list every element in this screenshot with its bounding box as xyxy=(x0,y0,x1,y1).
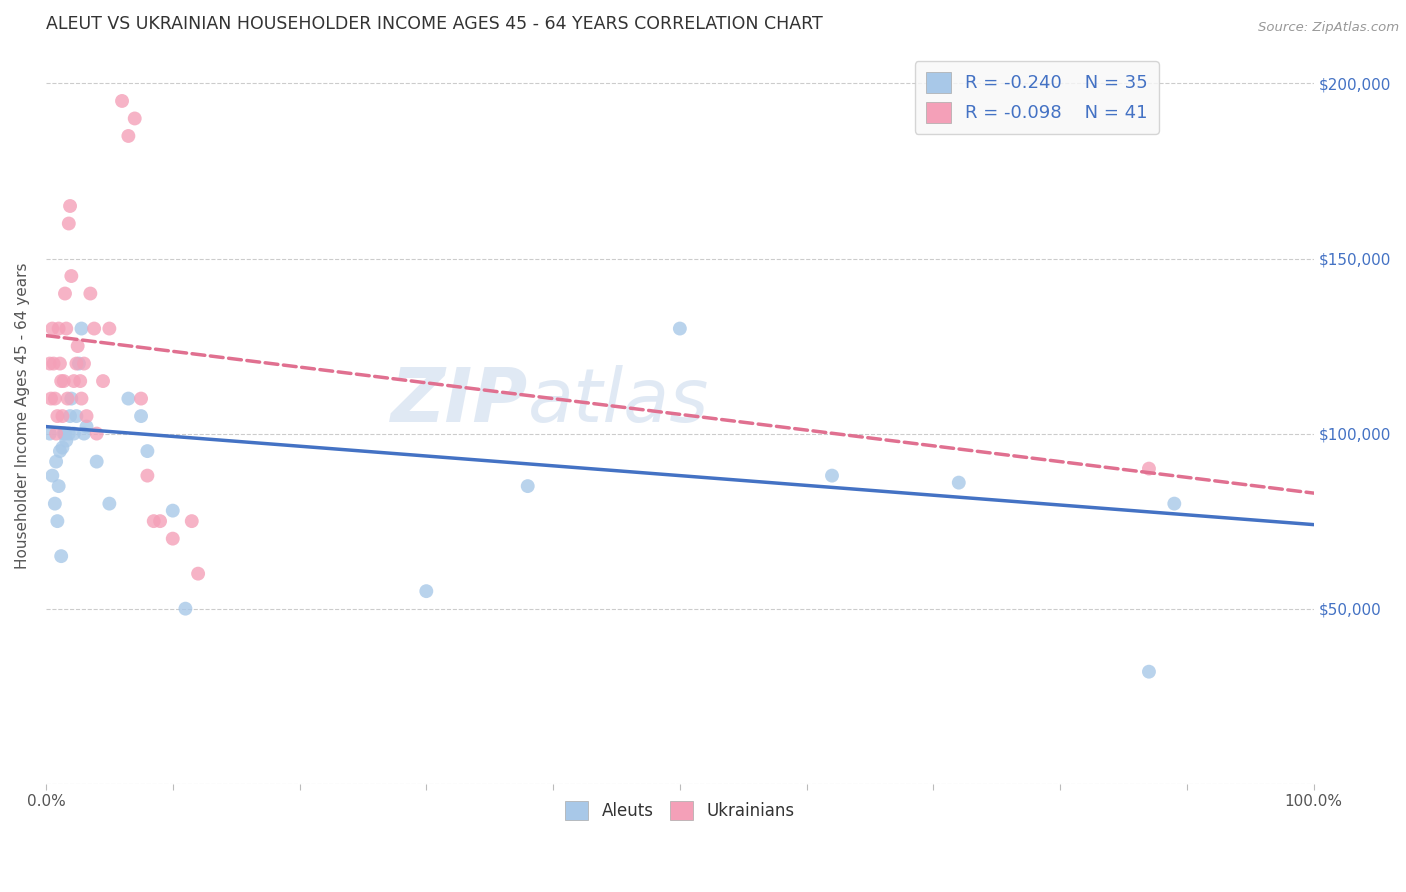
Point xyxy=(76,419,98,434)
Point xyxy=(180,514,202,528)
Point xyxy=(65,357,87,371)
Point xyxy=(162,532,184,546)
Point xyxy=(117,392,139,406)
Y-axis label: Householder Income Ages 45 - 64 years: Householder Income Ages 45 - 64 years xyxy=(15,263,30,569)
Point xyxy=(98,321,121,335)
Point xyxy=(55,321,77,335)
Point xyxy=(56,392,79,406)
Point xyxy=(142,514,165,528)
Point xyxy=(52,426,75,441)
Point xyxy=(45,454,67,468)
Point xyxy=(41,468,63,483)
Point xyxy=(187,566,209,581)
Point xyxy=(55,434,77,448)
Point xyxy=(1137,461,1160,475)
Point xyxy=(58,426,80,441)
Point xyxy=(38,426,60,441)
Point xyxy=(39,392,62,406)
Text: Source: ZipAtlas.com: Source: ZipAtlas.com xyxy=(1258,21,1399,34)
Point xyxy=(86,454,108,468)
Point xyxy=(948,475,970,490)
Point xyxy=(51,549,73,563)
Point xyxy=(63,374,86,388)
Text: ZIP: ZIP xyxy=(391,365,527,438)
Point xyxy=(53,426,76,441)
Point xyxy=(415,584,437,599)
Point xyxy=(51,441,73,455)
Text: ALEUT VS UKRAINIAN HOUSEHOLDER INCOME AGES 45 - 64 YEARS CORRELATION CHART: ALEUT VS UKRAINIAN HOUSEHOLDER INCOME AG… xyxy=(46,15,823,33)
Point xyxy=(44,497,66,511)
Point xyxy=(49,444,72,458)
Point xyxy=(117,128,139,143)
Point xyxy=(98,497,121,511)
Point xyxy=(46,514,69,528)
Point xyxy=(73,426,96,441)
Point xyxy=(69,374,91,388)
Point xyxy=(70,392,93,406)
Point xyxy=(41,321,63,335)
Point xyxy=(162,503,184,517)
Point xyxy=(76,409,98,423)
Point xyxy=(51,409,73,423)
Point xyxy=(46,409,69,423)
Point xyxy=(60,268,83,283)
Point xyxy=(136,468,159,483)
Point xyxy=(124,112,146,126)
Point xyxy=(66,339,89,353)
Point xyxy=(821,468,844,483)
Point xyxy=(83,321,105,335)
Point xyxy=(60,392,83,406)
Point xyxy=(65,409,87,423)
Text: atlas: atlas xyxy=(527,366,709,437)
Point xyxy=(136,444,159,458)
Point xyxy=(516,479,538,493)
Point xyxy=(48,479,70,493)
Legend: Aleuts, Ukrainians: Aleuts, Ukrainians xyxy=(558,794,801,827)
Point xyxy=(669,321,692,335)
Point xyxy=(53,286,76,301)
Point xyxy=(149,514,172,528)
Point xyxy=(51,374,73,388)
Point xyxy=(59,409,82,423)
Point xyxy=(111,94,134,108)
Point xyxy=(86,426,108,441)
Point xyxy=(174,601,197,615)
Point xyxy=(67,357,90,371)
Point xyxy=(129,392,152,406)
Point xyxy=(52,374,75,388)
Point xyxy=(1137,665,1160,679)
Point xyxy=(73,357,96,371)
Point xyxy=(48,321,70,335)
Point xyxy=(63,426,86,441)
Point xyxy=(42,357,65,371)
Point xyxy=(58,217,80,231)
Point xyxy=(70,321,93,335)
Point xyxy=(59,199,82,213)
Point xyxy=(1163,497,1185,511)
Point xyxy=(79,286,101,301)
Point xyxy=(91,374,114,388)
Point xyxy=(49,357,72,371)
Point xyxy=(45,426,67,441)
Point xyxy=(129,409,152,423)
Point xyxy=(38,357,60,371)
Point xyxy=(44,392,66,406)
